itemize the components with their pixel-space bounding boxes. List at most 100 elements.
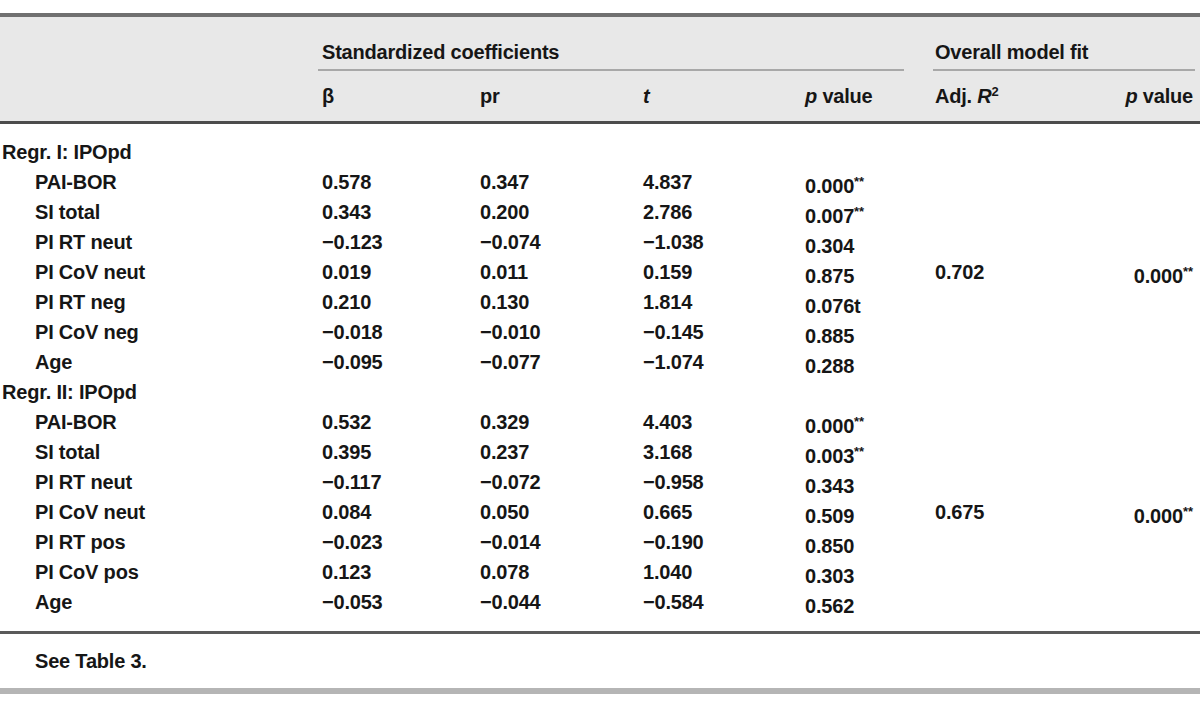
row-label: Age <box>0 347 322 381</box>
beta-value: 0.532 <box>322 407 480 441</box>
model-p-value <box>1103 587 1200 621</box>
t-value: 3.168 <box>643 437 805 471</box>
significance-stars: ** <box>1183 504 1193 519</box>
t-value: 4.403 <box>643 407 805 441</box>
beta-value <box>322 137 480 167</box>
row-label: SI total <box>0 197 322 231</box>
beta-value: −0.117 <box>322 467 480 501</box>
table-row: PI RT neg 0.210 0.130 1.814 0.076t <box>0 287 1200 317</box>
spanner-overall-model-fit: Overall model fit <box>935 41 1088 64</box>
pr-value: −0.010 <box>480 317 643 351</box>
adj-r2-value <box>935 587 1103 621</box>
beta-value: 0.343 <box>322 197 480 231</box>
row-label: PI CoV neut <box>0 257 322 291</box>
model-p-value <box>1103 377 1200 407</box>
p-value: 0.007** <box>805 197 935 231</box>
p-value: 0.076t <box>805 287 935 321</box>
p-value: 0.304 <box>805 227 935 261</box>
p-value: 0.885 <box>805 317 935 351</box>
adj-r2-value <box>935 137 1103 167</box>
model-p-value <box>1103 527 1200 561</box>
adj-r2-value <box>935 167 1103 201</box>
adj-r2-value <box>935 437 1103 471</box>
table-row: PI CoV neut 0.084 0.050 0.665 0.509 0.67… <box>0 497 1200 527</box>
row-label: Age <box>0 587 322 621</box>
spanner-standardized-coefficients: Standardized coefficients <box>322 41 559 64</box>
t-value: 4.837 <box>643 167 805 201</box>
beta-value: 0.084 <box>322 497 480 531</box>
spanner-rule-coefficients <box>318 69 904 71</box>
significance-stars: ** <box>854 204 864 219</box>
t-value <box>643 137 805 167</box>
pr-value: 0.130 <box>480 287 643 321</box>
pr-value: 0.329 <box>480 407 643 441</box>
row-label: PI RT pos <box>0 527 322 561</box>
table-row: SI total 0.343 0.200 2.786 0.007** <box>0 197 1200 227</box>
model-p-value <box>1103 167 1200 201</box>
table-row: SI total 0.395 0.237 3.168 0.003** <box>0 437 1200 467</box>
row-label: PI CoV neg <box>0 317 322 351</box>
t-value: −0.584 <box>643 587 805 621</box>
beta-value: 0.123 <box>322 557 480 591</box>
adj-r2-value: 0.675 <box>935 497 1103 531</box>
adj-r2-value <box>935 467 1103 501</box>
row-label: PI RT neut <box>0 467 322 501</box>
beta-value: −0.018 <box>322 317 480 351</box>
table-row: Age −0.095 −0.077 −1.074 0.288 <box>0 347 1200 377</box>
significance-stars: ** <box>854 444 864 459</box>
row-label: Regr. I: IPOpd <box>0 137 322 167</box>
pr-value: −0.072 <box>480 467 643 501</box>
pr-value: 0.200 <box>480 197 643 231</box>
model-p-value <box>1103 317 1200 351</box>
adj-r2-value <box>935 557 1103 591</box>
beta-value: −0.053 <box>322 587 480 621</box>
pr-value <box>480 137 643 167</box>
column-header-model-p-value: p value <box>1103 85 1200 108</box>
pr-value: 0.237 <box>480 437 643 471</box>
adj-r2-value: 0.702 <box>935 257 1103 291</box>
table-bottom-rule <box>0 688 1200 694</box>
model-p-value <box>1103 227 1200 261</box>
t-value: 0.665 <box>643 497 805 531</box>
beta-value: 0.395 <box>322 437 480 471</box>
table-row: Regr. II: IPOpd <box>0 377 1200 407</box>
significance-stars: ** <box>854 174 864 189</box>
column-header-adj-r2: Adj. R2 <box>935 84 1103 108</box>
t-value: 1.814 <box>643 287 805 321</box>
row-label: PI CoV pos <box>0 557 322 591</box>
row-label: PI RT neg <box>0 287 322 321</box>
t-value: 2.786 <box>643 197 805 231</box>
top-spacer <box>0 0 1200 13</box>
pr-value: 0.011 <box>480 257 643 291</box>
table-row: PAI-BOR 0.532 0.329 4.403 0.000** <box>0 407 1200 437</box>
spanner-rule-model-fit <box>933 69 1195 71</box>
model-p-value: 0.000** <box>1103 497 1200 531</box>
table-row: Age −0.053 −0.044 −0.584 0.562 <box>0 587 1200 617</box>
row-label: Regr. II: IPOpd <box>0 377 322 407</box>
model-p-value <box>1103 407 1200 441</box>
model-p-value <box>1103 557 1200 591</box>
p-value: 0.562 <box>805 587 935 621</box>
pr-value: 0.347 <box>480 167 643 201</box>
table-row: Regr. I: IPOpd <box>0 137 1200 167</box>
pr-value: −0.077 <box>480 347 643 381</box>
model-p-value <box>1103 287 1200 321</box>
table-row: PI RT neut −0.123 −0.074 −1.038 0.304 <box>0 227 1200 257</box>
p-value: 0.303 <box>805 557 935 591</box>
p-value <box>805 377 935 407</box>
table-row: PI CoV neut 0.019 0.011 0.159 0.875 0.70… <box>0 257 1200 287</box>
t-value: −0.145 <box>643 317 805 351</box>
beta-value: 0.578 <box>322 167 480 201</box>
pr-value: 0.078 <box>480 557 643 591</box>
t-value: 0.159 <box>643 257 805 291</box>
beta-value: 0.210 <box>322 287 480 321</box>
t-value: −0.190 <box>643 527 805 561</box>
pr-value: −0.014 <box>480 527 643 561</box>
beta-value <box>322 377 480 407</box>
t-value: −1.038 <box>643 227 805 261</box>
table-footnote: See Table 3. <box>0 634 1200 688</box>
p-value: 0.288 <box>805 347 935 381</box>
row-label: PI CoV neut <box>0 497 322 531</box>
t-value: −1.074 <box>643 347 805 381</box>
table-header: Standardized coefficients Overall model … <box>0 17 1200 121</box>
